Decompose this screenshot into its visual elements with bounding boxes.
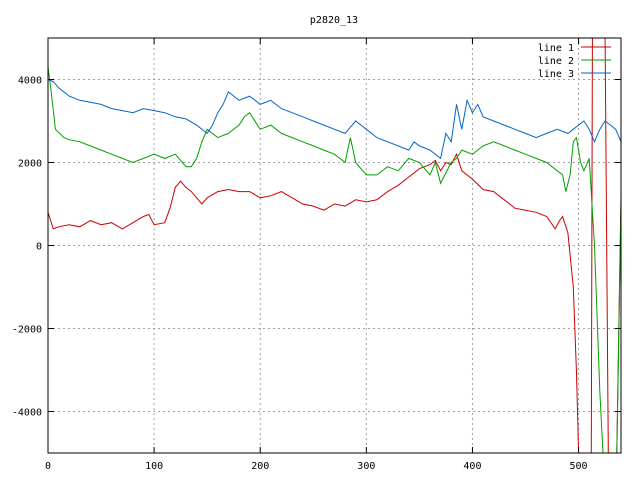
- x-tick-label: 100: [145, 461, 163, 472]
- y-tick-label: 4000: [18, 76, 42, 87]
- legend-label-3: line 3: [538, 69, 574, 80]
- legend-label-1: line 1: [538, 43, 574, 54]
- grid-lines: [48, 38, 621, 453]
- axis-ticks: 0 100 200 300 400 500 -4000 -2000 0 2000 4000: [12, 38, 621, 472]
- series-line-2: [48, 66, 621, 453]
- x-tick-label: 500: [570, 461, 588, 472]
- chart-title: p2820_13: [310, 15, 358, 26]
- series-line-3: [48, 79, 621, 160]
- plot-series: [48, 38, 621, 453]
- x-tick-label: 200: [251, 461, 269, 472]
- x-tick-label: 400: [463, 461, 481, 472]
- y-tick-label: 0: [36, 242, 42, 253]
- series-line-1: [48, 38, 621, 453]
- x-tick-label: 300: [357, 461, 375, 472]
- y-tick-label: 2000: [18, 159, 42, 170]
- y-tick-label: -2000: [12, 325, 42, 336]
- x-tick-label: 0: [45, 461, 51, 472]
- y-tick-label: -4000: [12, 408, 42, 419]
- legend: line 1 line 2 line 3: [538, 43, 611, 80]
- legend-label-2: line 2: [538, 56, 574, 67]
